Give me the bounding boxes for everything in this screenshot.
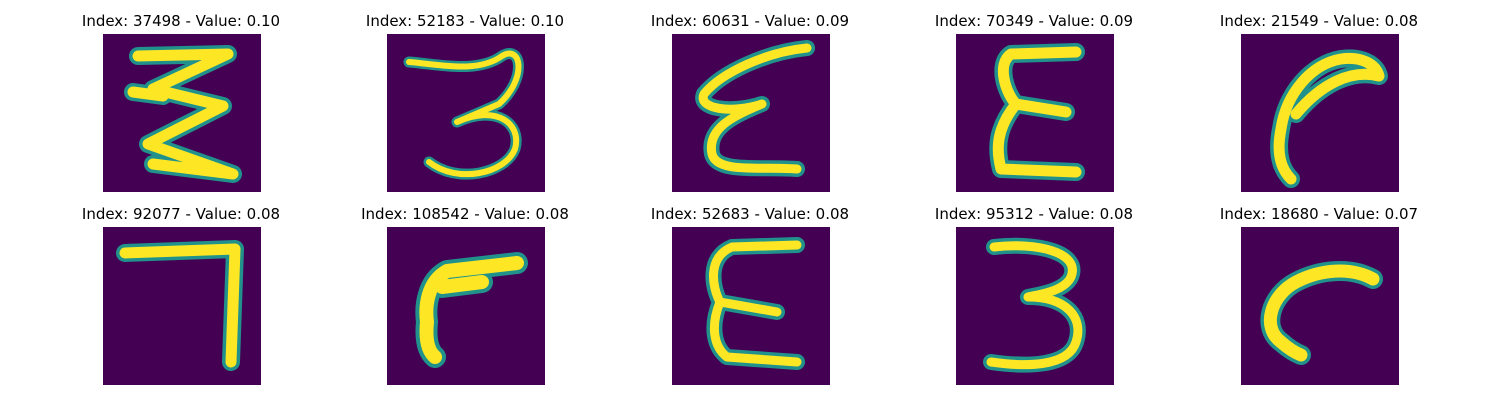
panel-9: Index: 95312 - Value: 0.08 xyxy=(924,205,1144,385)
panel-title: Index: 52683 - Value: 0.08 xyxy=(650,205,850,223)
panel-title: Index: 95312 - Value: 0.08 xyxy=(934,205,1134,223)
digit-image-e xyxy=(956,34,1114,192)
panel-title: Index: 21549 - Value: 0.08 xyxy=(1219,12,1419,30)
panel-title: Index: 92077 - Value: 0.08 xyxy=(81,205,281,223)
digit-image-7 xyxy=(103,227,261,385)
digit-image-c-hook xyxy=(1241,227,1399,385)
panel-7: Index: 108542 - Value: 0.08 xyxy=(355,205,575,385)
panel-3: Index: 60631 - Value: 0.09 xyxy=(640,12,860,192)
panel-title: Index: 108542 - Value: 0.08 xyxy=(361,205,569,223)
panel-8: Index: 52683 - Value: 0.08 xyxy=(640,205,860,385)
panel-5: Index: 21549 - Value: 0.08 xyxy=(1209,12,1429,192)
panel-title: Index: 37498 - Value: 0.10 xyxy=(81,12,281,30)
panel-1: Index: 37498 - Value: 0.10 xyxy=(71,12,291,192)
panel-title: Index: 70349 - Value: 0.09 xyxy=(934,12,1134,30)
digit-image-3 xyxy=(387,34,545,192)
panel-10: Index: 18680 - Value: 0.07 xyxy=(1209,205,1429,385)
panel-title: Index: 52183 - Value: 0.10 xyxy=(365,12,565,30)
digit-image-e xyxy=(672,227,830,385)
panel-6: Index: 92077 - Value: 0.08 xyxy=(71,205,291,385)
panel-4: Index: 70349 - Value: 0.09 xyxy=(924,12,1144,192)
digit-image-hook xyxy=(1241,34,1399,192)
digit-image-r xyxy=(387,227,545,385)
panel-2: Index: 52183 - Value: 0.10 xyxy=(355,12,575,192)
digit-image-z-squiggle xyxy=(103,34,261,192)
digit-image-3 xyxy=(956,227,1114,385)
digit-image-e-script xyxy=(672,34,830,192)
panel-title: Index: 60631 - Value: 0.09 xyxy=(650,12,850,30)
panel-title: Index: 18680 - Value: 0.07 xyxy=(1219,205,1419,223)
